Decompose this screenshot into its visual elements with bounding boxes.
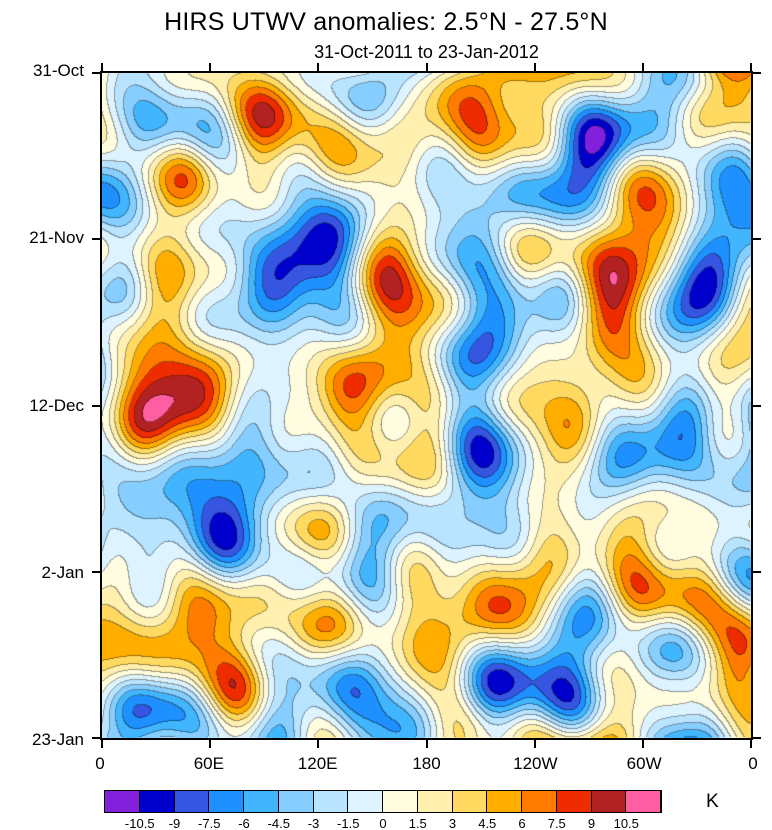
colorbar-segment <box>278 791 314 812</box>
colorbar-tick-label: 10.5 <box>613 816 639 830</box>
x-tick-label: 120E <box>297 754 338 773</box>
x-axis-tick <box>317 63 320 73</box>
x-axis-tick <box>750 63 752 73</box>
colorbar-segment <box>348 791 383 812</box>
colorbar-tick-label: -6 <box>238 816 250 830</box>
x-axis-tick <box>641 738 644 748</box>
y-axis-tick <box>751 72 761 74</box>
colorbar-tick-label: -7.5 <box>198 816 221 830</box>
colorbar-tick-label: -4.5 <box>267 816 290 830</box>
colorbar-segment <box>487 791 522 812</box>
colorbar-segment <box>417 791 453 812</box>
x-axis-tick <box>209 738 212 748</box>
chart-subtitle: 31-Oct-2011 to 23-Jan-2012 <box>314 42 539 62</box>
x-axis-tick <box>533 738 536 748</box>
colorbar-segment <box>591 791 627 812</box>
y-tick-label: 23-Jan <box>32 730 84 749</box>
x-axis-tick <box>317 738 320 748</box>
colorbar-segment <box>556 791 592 812</box>
x-axis-tick <box>750 738 752 748</box>
colorbar: -10.5 -9 -7.5 -6 -4.5 -3 -1.5 0 1.5 3 4.5 6 7.5 9 10.5 <box>104 790 662 830</box>
colorbar-segment <box>139 791 175 812</box>
plot-area <box>92 63 761 748</box>
y-tick-label: 31-Oct <box>32 61 84 80</box>
x-tick-label: 60W <box>626 754 662 773</box>
colorbar-tick-label: 1.5 <box>408 816 427 830</box>
y-axis-tick <box>92 238 102 241</box>
colorbar-segment <box>244 791 279 812</box>
colorbar-row: -10.5 -9 -7.5 -6 -4.5 -3 -1.5 0 1.5 3 4.5 6 7.5 9 10.5… <box>104 790 719 830</box>
colorbar-segment <box>452 791 488 812</box>
colorbar-tick-label: -3 <box>307 816 320 830</box>
y-tick-label: 21-Nov <box>29 228 84 248</box>
colorbar-tick-label: -10.5 <box>124 816 155 830</box>
x-tick-label: 60E <box>193 754 224 773</box>
colorbar-segment <box>383 791 418 812</box>
colorbar-segment <box>209 791 244 812</box>
x-axis-tick <box>101 63 103 73</box>
colorbar-unit-label: K <box>706 790 719 812</box>
y-axis-tick <box>751 570 761 573</box>
y-axis-tick <box>92 570 102 573</box>
y-tick-label: 12-Dec <box>29 395 84 415</box>
colorbar-tick-label: -1.5 <box>337 816 360 830</box>
x-axis-tick <box>425 738 428 748</box>
y-axis-tick <box>751 737 761 739</box>
x-tick-label: 180 <box>412 754 441 773</box>
colorbar-segment <box>105 791 140 812</box>
y-axis-tick <box>751 238 761 241</box>
x-axis-tick <box>101 738 103 748</box>
colorbar-segment <box>313 791 349 812</box>
colorbar-segment <box>626 791 661 812</box>
y-tick-label: 2-Jan <box>41 562 84 582</box>
colorbar-tick-label: 0 <box>379 816 387 830</box>
y-axis-tick <box>92 737 102 739</box>
y-axis-tick <box>751 404 761 407</box>
x-axis-tick <box>209 63 212 73</box>
colorbar-tick-label: 6 <box>518 816 526 830</box>
x-tick-label: 120W <box>513 754 558 773</box>
colorbar-tick-label: 7.5 <box>547 816 566 830</box>
y-axis-tick <box>92 72 102 74</box>
colorbar-tick-label: 4.5 <box>478 816 497 830</box>
x-axis-tick <box>641 63 644 73</box>
x-tick-label: 0 <box>748 754 758 773</box>
colorbar-tick-label: 3 <box>448 816 457 830</box>
chart-title: HIRS UTWV anomalies: 2.5°N - 27.5°N <box>164 8 608 36</box>
colorbar-segment <box>174 791 210 812</box>
colorbar-tick-label: -9 <box>168 816 181 830</box>
x-axis-tick <box>533 63 536 73</box>
x-tick-label: 0 <box>95 754 105 773</box>
colorbar-tick-label: 9 <box>587 816 596 830</box>
heatmap-field-canvas <box>102 73 751 738</box>
y-axis-tick <box>92 404 102 407</box>
x-axis-tick <box>425 63 428 73</box>
colorbar-segment <box>522 791 557 812</box>
